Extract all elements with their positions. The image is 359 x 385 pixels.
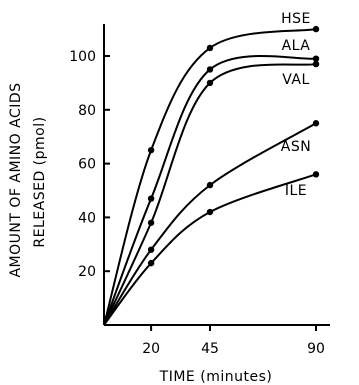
data-point-hse-90 — [312, 25, 320, 33]
x-tick-label-20: 20 — [142, 341, 160, 357]
series-line-val — [103, 63, 317, 326]
data-point-ile-90 — [312, 171, 320, 178]
series-label-val: VAL — [282, 72, 310, 88]
series-line-asn — [103, 122, 317, 326]
y-tick-label-80: 80 — [78, 103, 96, 119]
data-point-ala-90 — [312, 55, 320, 62]
data-point-asn-20 — [147, 246, 155, 253]
data-point-ile-45 — [206, 208, 214, 216]
series-label-ile: ILE — [285, 183, 307, 199]
series-line-ile — [103, 173, 317, 326]
series-line-hse — [103, 28, 317, 326]
y-tick-label-40: 40 — [78, 210, 96, 226]
x-tick-label-45: 45 — [201, 341, 219, 357]
data-point-ala-20 — [147, 195, 155, 202]
data-point-asn-90 — [312, 120, 320, 127]
data-point-val-20 — [147, 219, 155, 226]
y-tick-label-20: 20 — [78, 264, 96, 280]
data-point-ala-45 — [206, 66, 214, 73]
y-axis-title-line-1: AMOUNT OF AMINO ACIDS — [8, 82, 24, 277]
series-label-asn: ASN — [281, 139, 311, 155]
y-axis-title-line-2: RELEASED (pmol) — [32, 116, 48, 247]
series-label-ala: ALA — [282, 38, 311, 54]
data-point-hse-20 — [147, 146, 155, 154]
plot-area: 20 40 60 80 100 20 45 90 HSE ALA VAL ASN ILE — [69, 11, 330, 357]
y-tick-label-60: 60 — [78, 157, 96, 173]
y-tick-label-100: 100 — [69, 49, 96, 65]
data-point-val-90 — [312, 60, 320, 68]
data-point-val-45 — [206, 79, 214, 87]
series-label-hse: HSE — [281, 11, 311, 27]
x-axis-title: TIME (minutes) — [159, 369, 273, 385]
data-point-ile-20 — [147, 259, 155, 267]
data-point-hse-45 — [206, 44, 214, 52]
data-point-asn-45 — [206, 181, 214, 189]
x-tick-label-90: 90 — [307, 341, 325, 357]
series-line-ala — [103, 54, 317, 326]
